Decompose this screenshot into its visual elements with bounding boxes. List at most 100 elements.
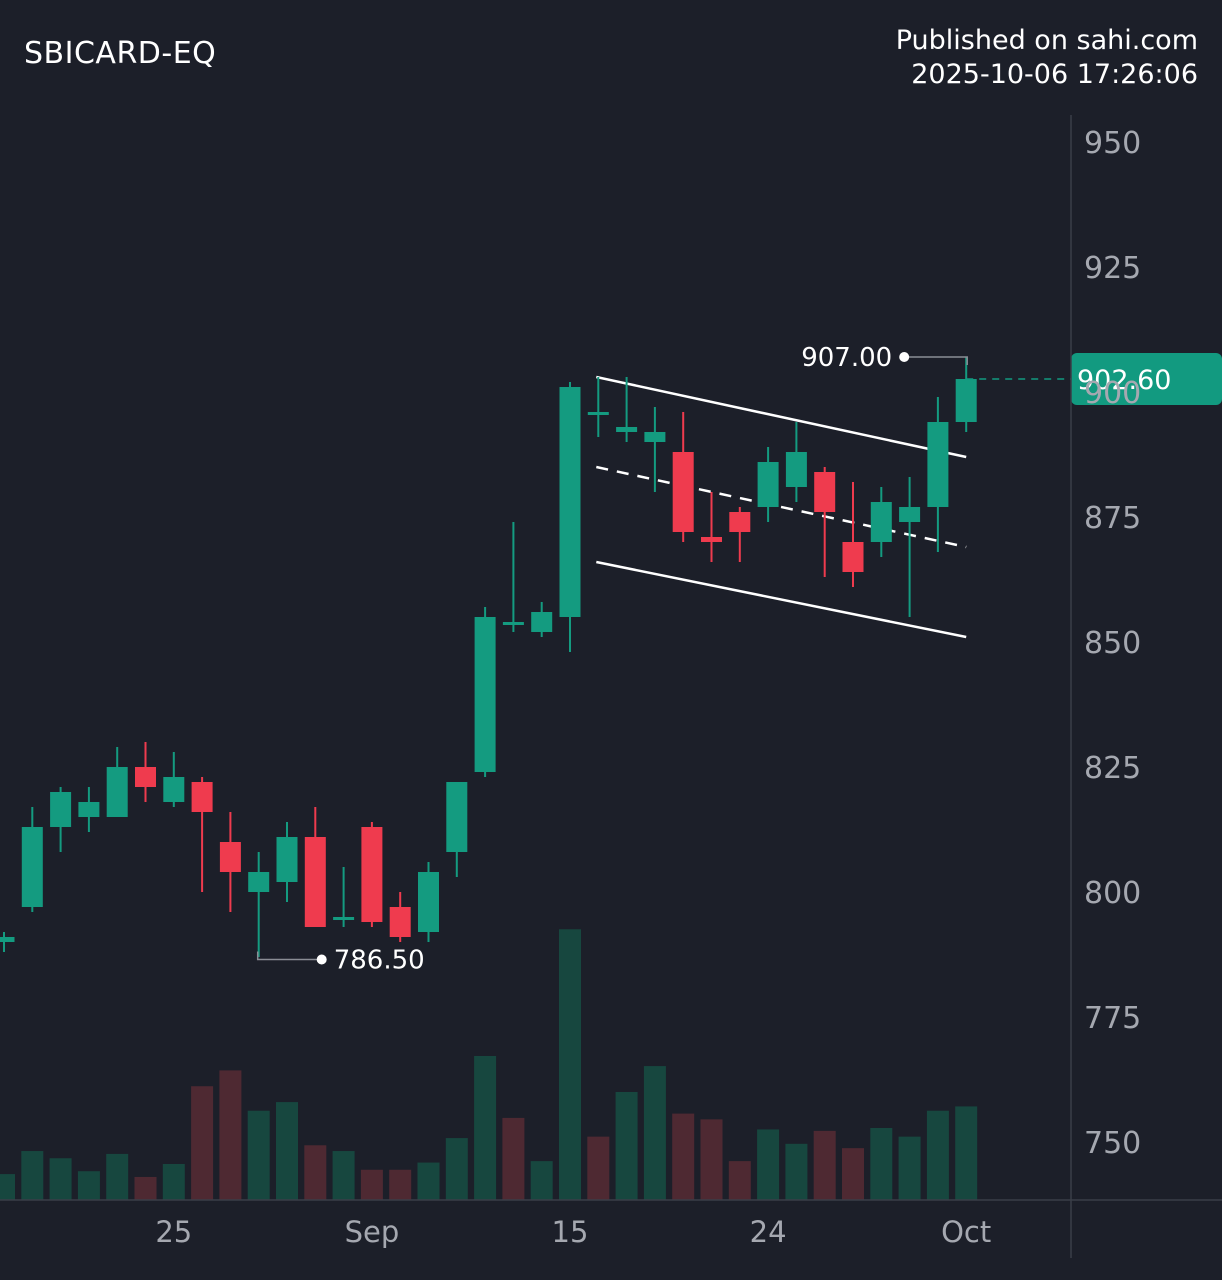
candle-body (644, 432, 666, 442)
y-tick-label: 925 (1084, 251, 1141, 286)
candle (21, 807, 43, 912)
low-dot (316, 954, 327, 965)
y-tick-label: 800 (1084, 876, 1141, 911)
candle (474, 607, 496, 777)
axes: 750 775 800 825 850 875 900 925 950 25 Sep 15 24 Oct (0, 115, 1222, 1258)
volume-bar (304, 1145, 327, 1200)
low-connector (256, 951, 322, 961)
candle (531, 602, 553, 637)
volume-bar (502, 1117, 525, 1200)
channel-middle-line (596, 465, 967, 549)
candle-body (729, 512, 751, 532)
candle-body (446, 782, 468, 852)
candle-body (418, 872, 439, 932)
y-tick-label: 775 (1084, 1001, 1141, 1036)
candle (644, 407, 666, 492)
volume-bar (898, 1136, 921, 1200)
y-tick-label: 825 (1084, 751, 1141, 786)
candle-body (163, 777, 185, 802)
candle-body (21, 827, 43, 907)
candle (870, 487, 892, 557)
candle (814, 467, 836, 577)
last-price-tag (1071, 353, 1222, 405)
candle (899, 477, 921, 617)
candle (672, 412, 694, 542)
candle (163, 752, 185, 807)
candle-body (78, 802, 100, 817)
volume-bar (445, 1138, 468, 1200)
volume-bar (389, 1169, 412, 1200)
volume-bar (417, 1162, 440, 1200)
candle (248, 852, 270, 957)
candle-body (672, 452, 694, 532)
candle (333, 867, 355, 927)
candle (955, 357, 977, 432)
candle (842, 482, 864, 587)
candle-body (531, 612, 553, 632)
y-tick-label: 900 (1084, 376, 1141, 411)
volume-bars (0, 929, 978, 1200)
candle (757, 447, 779, 522)
volume-bar (77, 1171, 100, 1200)
trend-channel (596, 375, 967, 639)
candle-body (701, 537, 722, 542)
candle-body (927, 422, 949, 507)
candle-body (870, 502, 892, 542)
y-tick-label: 750 (1084, 1126, 1141, 1161)
volume-bar (360, 1169, 383, 1200)
candle-body (955, 379, 977, 422)
candle (927, 397, 949, 552)
candle-body (757, 462, 779, 507)
candle-body (361, 827, 383, 922)
volume-bar (587, 1136, 610, 1200)
candle-body (50, 792, 72, 827)
candle (587, 377, 609, 437)
candle-body (219, 842, 241, 872)
candle (729, 507, 751, 562)
candle (0, 932, 15, 952)
volume-bar (672, 1113, 695, 1200)
candle-body (559, 387, 581, 617)
x-tick-label: 25 (155, 1215, 192, 1249)
candle-body (502, 622, 524, 625)
volume-bar (559, 929, 581, 1200)
high-connector (904, 356, 968, 365)
x-tick-label: 24 (750, 1215, 787, 1249)
candle (191, 777, 213, 892)
y-tick-label: 950 (1084, 126, 1141, 161)
low-label: 786.50 (334, 946, 425, 976)
symbol-title: SBICARD-EQ (24, 36, 217, 71)
x-tick-label: 15 (552, 1215, 589, 1249)
published-source: Published on sahi.com (895, 25, 1198, 56)
volume-bar (926, 1110, 949, 1200)
volume-bar (728, 1161, 751, 1200)
volume-bar (49, 1158, 72, 1200)
candle-body (304, 837, 326, 927)
candle-body (135, 767, 156, 787)
candle (276, 822, 298, 902)
volume-bar (643, 1066, 666, 1200)
candle-body (814, 472, 836, 512)
candle-body (106, 767, 128, 817)
candle (219, 812, 241, 912)
volume-bar (700, 1119, 723, 1200)
volume-bar (785, 1143, 808, 1200)
candle (361, 822, 383, 927)
candle-body (248, 872, 270, 892)
candle (135, 742, 156, 802)
volume-bar (134, 1176, 157, 1200)
volume-bar (276, 1102, 298, 1200)
volume-bar (106, 1153, 129, 1200)
high-dot (899, 352, 910, 362)
volume-bar (955, 1106, 978, 1200)
volume-bar (21, 1151, 44, 1200)
annotations: 907.00 786.50 902.60 (256, 343, 1222, 976)
candle (502, 522, 524, 632)
volume-bar (474, 1056, 497, 1200)
candle-body (191, 782, 213, 812)
x-tick-label: Oct (941, 1215, 991, 1249)
high-label: 907.00 (801, 343, 892, 373)
channel-lower-line (596, 560, 967, 639)
volume-bar (615, 1092, 638, 1200)
